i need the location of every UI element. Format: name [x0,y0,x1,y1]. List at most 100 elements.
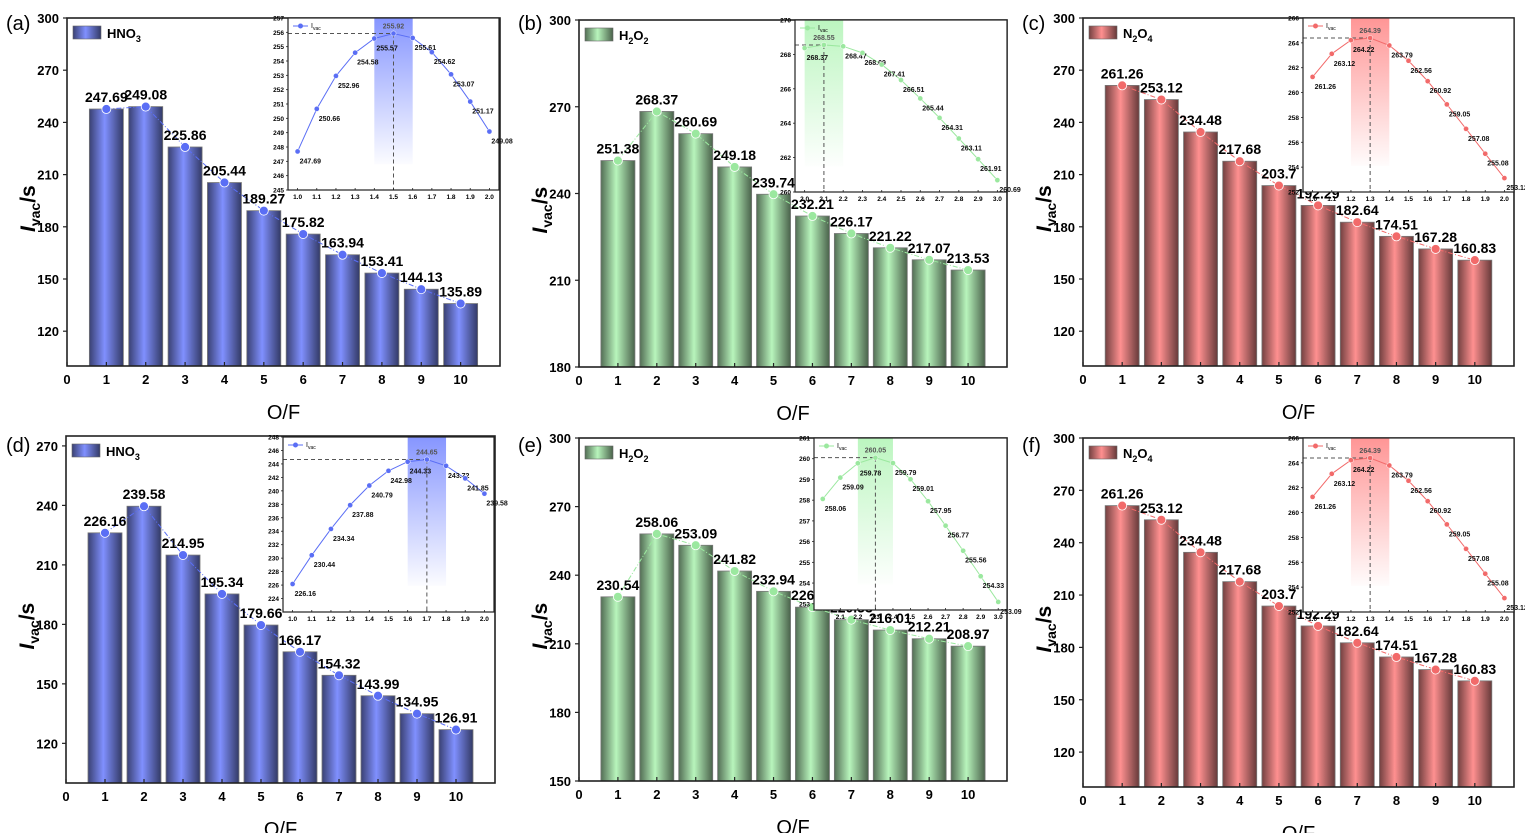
data-label: 182.64 [1336,202,1379,218]
inset-point [1501,595,1508,601]
inset-y-tick-label: 264 [780,121,791,128]
y-tick-label: 120 [1053,745,1075,760]
bar [282,651,318,784]
inset-point [890,460,896,466]
data-point [1234,156,1245,167]
data-label: 179.66 [240,605,283,621]
data-label: 225.86 [164,127,207,143]
inset-x-tick-label: 2.3 [858,196,867,203]
inset-y-tick-label: 224 [268,596,279,603]
bar [1300,205,1336,367]
inset-point [1386,462,1393,469]
data-point [1274,180,1284,191]
data-label: 258.06 [635,514,678,530]
plot-frame [65,435,496,784]
x-tick-label: 7 [335,789,342,804]
data-label: 205.44 [203,163,246,179]
bar [1261,605,1297,788]
inset-data-label: 261.26 [1315,84,1337,91]
bar [1379,656,1414,788]
bar [1339,221,1375,367]
inset-y-tick-label: 264 [1288,40,1299,47]
inset-point [1501,175,1508,181]
bar [1339,642,1375,788]
data-label: 221.22 [869,228,912,244]
data-label: 160.83 [1453,661,1496,677]
legend-label: H2O2 [619,28,649,46]
inset-point [907,476,914,483]
bar [639,533,675,782]
inset-y-tick-label: 252 [273,87,284,94]
x-tick-label: 5 [1275,793,1282,808]
inset-y-tick-label: 250 [273,116,284,123]
inset-data-label: 267.41 [884,72,906,79]
panel-label: (d) [6,435,30,457]
data-point [1313,200,1323,211]
inset-point [467,98,474,105]
inset-y-tick-label: 255 [273,44,284,51]
inset-point [1309,74,1316,80]
x-tick-label: 6 [1314,372,1321,387]
inset-x-tick-label: 2.8 [954,196,963,203]
bar [285,233,321,367]
inset-data-label: 259.78 [860,470,882,477]
bar [321,674,357,784]
inset-point [429,49,435,55]
inset-y-tick-label: 248 [268,435,279,442]
inset-x-tick-label: 2.7 [941,614,950,621]
data-point [334,670,344,681]
inset-data-label: 255.08 [1487,581,1509,588]
data-point [1117,80,1128,91]
inset-legend-label: Ivac [818,25,828,34]
x-tick-label: 9 [418,372,425,387]
inset-y-tick-label: 240 [268,488,279,495]
inset-legend-label: Ivac [311,23,321,32]
inset-data-label: 268.09 [864,60,886,67]
data-label: 189.27 [242,191,285,207]
data-label: 253.09 [674,525,717,541]
inset-data-label: 268.47 [845,53,867,60]
data-label: 261.26 [1101,65,1144,81]
inset-data-label: 254.33 [983,583,1005,590]
bar [1457,259,1493,367]
inset-point [1444,101,1450,108]
bar [795,606,830,782]
x-tick-label: 4 [218,789,226,804]
inset-x-tick-label: 1.9 [1481,616,1490,623]
data-label: 134.95 [396,694,439,710]
bar [167,146,203,367]
bar [1222,581,1258,788]
inset-y-tick-label: 270 [780,18,791,25]
x-tick-label: 7 [1354,372,1361,387]
inset-point [462,475,469,482]
inset-legend-label: Ivac [306,442,316,451]
chart-panel-a: (a)Ivac/sO/F247.69249.08225.86205.44189.… [6,11,513,424]
inset-data-label: 253.12 [1506,185,1525,192]
inset-point [404,458,411,465]
inset-data-label: 241.85 [467,485,489,492]
inset-y-tick-label: 266 [1288,16,1299,23]
bar [717,166,753,368]
inset-point [443,462,449,469]
inset-y-tick-label: 256 [273,30,284,37]
data-label: 249.08 [124,87,167,103]
data-label: 217.07 [908,240,951,256]
data-label: 214.95 [162,535,205,551]
inset-point [1386,42,1393,49]
x-tick-label: 4 [731,787,739,802]
inset-point [1328,50,1335,57]
bar [87,532,123,784]
x-tick-label: 0 [62,789,69,804]
inset-point [1348,457,1354,463]
inset-x-tick-label: 1.1 [307,616,316,623]
inset-point [855,460,861,467]
inset-x-tick-label: 2.1 [819,196,828,203]
inset-y-tick-label: 256 [1288,560,1299,567]
inset-data-label: 244.33 [410,469,432,476]
x-tick-label: 1 [614,373,621,388]
inset-y-tick-label: 246 [268,448,279,455]
inset-x-tick-label: 1.9 [1481,196,1490,203]
inset-background [814,438,1007,610]
y-axis-label: Ivac/s [16,603,42,650]
